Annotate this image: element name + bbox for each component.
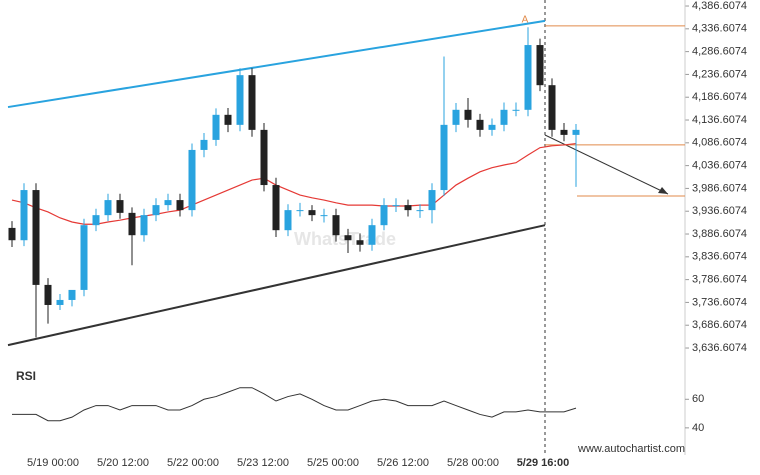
x-tick-label: 5/23 12:00 bbox=[237, 457, 289, 469]
candle-body bbox=[152, 205, 160, 216]
candle-body bbox=[92, 215, 100, 226]
x-tick-label: 5/28 00:00 bbox=[447, 457, 499, 469]
channel-upper bbox=[7, 19, 546, 109]
candle-body bbox=[164, 200, 172, 206]
candle-body bbox=[476, 119, 484, 130]
candle-body bbox=[464, 109, 472, 120]
rsi-tick-label: 40 bbox=[692, 422, 704, 434]
candle-body bbox=[308, 210, 316, 216]
candle-body bbox=[80, 225, 88, 290]
candle-body bbox=[200, 139, 208, 150]
candle-body bbox=[320, 215, 328, 217]
candle-body bbox=[188, 149, 196, 211]
candle-body bbox=[32, 190, 40, 285]
y-tick-label: 3,686.6074 bbox=[692, 319, 747, 331]
candle-body bbox=[356, 240, 364, 245]
y-tick-label: 3,786.6074 bbox=[692, 274, 747, 286]
y-tick-label: 4,136.6074 bbox=[692, 114, 747, 126]
candle-body bbox=[248, 75, 256, 130]
y-tick-label: 3,736.6074 bbox=[692, 296, 747, 308]
candle-body bbox=[428, 190, 436, 211]
candle-body bbox=[500, 109, 508, 125]
y-tick-label: 4,186.6074 bbox=[692, 91, 747, 103]
candle-body bbox=[404, 205, 412, 211]
candle-body bbox=[68, 289, 76, 300]
candle-body bbox=[272, 185, 280, 231]
pattern-label: A bbox=[522, 15, 529, 26]
candle-body bbox=[116, 200, 124, 213]
candle-body bbox=[332, 215, 340, 236]
candle-body bbox=[524, 45, 532, 110]
y-tick-label: 4,036.6074 bbox=[692, 160, 747, 172]
y-tick-label: 3,886.6074 bbox=[692, 228, 747, 240]
x-tick-label: 5/19 00:00 bbox=[27, 457, 79, 469]
x-tick-label: 5/26 12:00 bbox=[377, 457, 429, 469]
candle-body bbox=[44, 284, 52, 305]
candle-body bbox=[392, 205, 400, 207]
x-tick-label: 5/25 00:00 bbox=[307, 457, 359, 469]
x-tick-label: 5/22 00:00 bbox=[167, 457, 219, 469]
channel-lower bbox=[7, 224, 546, 347]
candle-body bbox=[8, 227, 16, 241]
candle-body bbox=[536, 45, 544, 86]
rsi-tick-label: 60 bbox=[692, 393, 704, 405]
candle-body bbox=[284, 210, 292, 231]
moving-average bbox=[11, 142, 577, 225]
candle-body bbox=[548, 85, 556, 130]
candle-body bbox=[56, 299, 64, 305]
candle-body bbox=[224, 114, 232, 125]
y-tick-label: 3,636.6074 bbox=[692, 342, 747, 354]
candle-body bbox=[512, 109, 520, 111]
candle-body bbox=[488, 124, 496, 130]
candle-body bbox=[20, 190, 28, 241]
candle-body bbox=[128, 212, 136, 236]
y-tick-label: 3,936.6074 bbox=[692, 205, 747, 217]
y-tick-label: 4,086.6074 bbox=[692, 137, 747, 149]
candle-body bbox=[260, 129, 268, 186]
candle-body bbox=[416, 210, 424, 212]
y-tick-label: 3,986.6074 bbox=[692, 182, 747, 194]
candle-body bbox=[212, 114, 220, 140]
x-tick-label: 5/20 12:00 bbox=[97, 457, 149, 469]
y-tick-label: 4,286.6074 bbox=[692, 46, 747, 58]
candle-body bbox=[176, 200, 184, 211]
candle-body bbox=[560, 129, 568, 135]
candle-body bbox=[572, 129, 580, 135]
y-tick-label: 3,836.6074 bbox=[692, 251, 747, 263]
candle-body bbox=[452, 109, 460, 125]
arrow-head bbox=[658, 187, 668, 194]
y-tick-label: 4,386.6074 bbox=[692, 0, 747, 12]
y-tick-label: 4,336.6074 bbox=[692, 23, 747, 35]
candle-body bbox=[296, 210, 304, 212]
candle-body bbox=[380, 205, 388, 226]
candle-body bbox=[140, 215, 148, 236]
forecast-arrow bbox=[544, 134, 669, 195]
candle-body bbox=[104, 200, 112, 216]
candle-body bbox=[368, 225, 376, 245]
y-tick-label: 4,236.6074 bbox=[692, 68, 747, 80]
footer: www.autochartist.com bbox=[577, 443, 685, 455]
candle-body bbox=[236, 75, 244, 125]
rsi-line bbox=[12, 387, 577, 422]
candle-body bbox=[440, 124, 448, 191]
rsi-title: RSI bbox=[16, 369, 36, 383]
candle-body bbox=[344, 235, 352, 241]
x-tick-label: 5/29 16:00 bbox=[517, 457, 570, 469]
